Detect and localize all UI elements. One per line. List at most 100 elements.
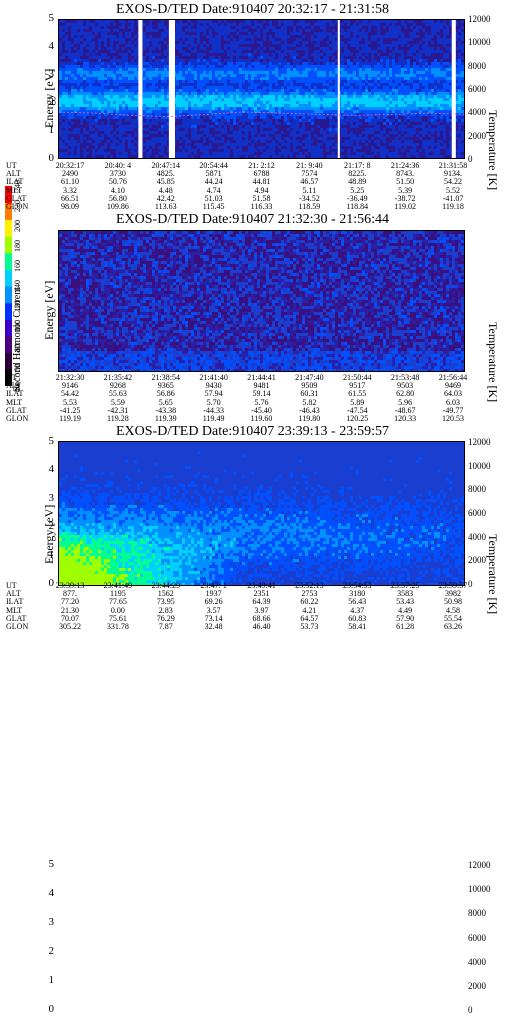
spectrogram-cell — [71, 23, 74, 26]
spectrogram-cell — [233, 95, 236, 98]
spectrogram-cell — [125, 125, 128, 128]
spectrogram-cell — [191, 56, 194, 59]
spectrogram-cell — [164, 125, 167, 128]
spectrogram-cell — [203, 116, 206, 119]
spectrogram-cell — [59, 29, 62, 32]
spectrogram-cell — [107, 110, 110, 113]
spectrogram-cell — [362, 86, 365, 89]
spectrogram-cell — [203, 29, 206, 32]
spectrogram-cell — [266, 149, 269, 152]
spectrogram-cell — [86, 152, 89, 155]
spectrogram-cell — [92, 38, 95, 41]
spectrogram-cell — [368, 68, 371, 71]
spectrogram-cell — [272, 86, 275, 89]
spectrogram-cell — [311, 59, 314, 62]
spectrogram-cell — [260, 92, 263, 95]
spectrogram-cell — [194, 98, 197, 101]
spectrogram-cell — [158, 155, 161, 158]
spectrogram-cell — [200, 140, 203, 143]
spectrogram-cell — [299, 155, 302, 158]
spectrogram-cell — [248, 143, 251, 146]
spectrogram-cell — [335, 140, 338, 143]
spectrogram-cell — [188, 146, 191, 149]
spectrogram-cell — [269, 101, 272, 104]
spectrogram-cell — [71, 113, 74, 116]
spectrogram-cell — [77, 107, 80, 110]
spectrogram-cell — [353, 95, 356, 98]
spectrogram-cell — [92, 125, 95, 128]
spectrogram-cell — [227, 152, 230, 155]
spectrogram-cell — [206, 29, 209, 32]
spectrogram-cell — [191, 137, 194, 140]
spectrogram-cell — [371, 92, 374, 95]
spectrogram-cell — [104, 47, 107, 50]
spectrogram-cell — [116, 134, 119, 137]
spectrogram-cell — [110, 122, 113, 125]
spectrogram-cell — [113, 110, 116, 113]
spectrogram-cell — [122, 68, 125, 71]
spectrogram-cell — [281, 32, 284, 35]
spectrogram-cell — [299, 38, 302, 41]
spectrogram-cell — [98, 128, 101, 131]
spectrogram-cell — [287, 98, 290, 101]
spectrogram-cell — [236, 23, 239, 26]
spectrogram-cell — [362, 74, 365, 77]
spectrogram-cell — [182, 56, 185, 59]
spectrogram-cell — [77, 98, 80, 101]
spectrogram-cell — [110, 95, 113, 98]
spectrogram-cell — [227, 53, 230, 56]
spectrogram-cell — [290, 56, 293, 59]
spectrogram-cell — [68, 74, 71, 77]
spectrogram-cell — [227, 68, 230, 71]
spectrogram-cell — [341, 146, 344, 149]
spectrogram-cell — [119, 101, 122, 104]
spectrogram-cell — [257, 32, 260, 35]
spectrogram-cell — [278, 83, 281, 86]
spectrogram-cell — [308, 44, 311, 47]
spectrogram-cell — [221, 86, 224, 89]
spectrogram-cell — [287, 62, 290, 65]
spectrogram-cell — [218, 143, 221, 146]
spectrogram-cell — [239, 140, 242, 143]
spectrogram-cell — [92, 143, 95, 146]
spectrogram-cell — [239, 50, 242, 53]
spectrogram-cell — [203, 134, 206, 137]
spectrogram-cell — [146, 143, 149, 146]
spectrogram-cell — [197, 47, 200, 50]
spectrogram-cell — [335, 122, 338, 125]
spectrogram-cell — [326, 71, 329, 74]
spectrogram-cell — [203, 44, 206, 47]
spectrogram-cell — [182, 32, 185, 35]
spectrogram-cell — [149, 149, 152, 152]
spectrogram-cell — [95, 80, 98, 83]
spectrogram-cell — [245, 50, 248, 53]
spectrogram-cell — [299, 92, 302, 95]
spectrogram-cell — [80, 119, 83, 122]
spectrogram-cell — [254, 44, 257, 47]
spectrogram-cell — [188, 152, 191, 155]
spectrogram-cell — [332, 116, 335, 119]
spectrogram-cell — [221, 35, 224, 38]
spectrogram-cell — [209, 38, 212, 41]
spectrogram-cell — [242, 71, 245, 74]
spectrogram-cell — [209, 119, 212, 122]
spectrogram-cell — [227, 56, 230, 59]
spectrogram-cell — [134, 41, 137, 44]
spectrogram-cell — [200, 95, 203, 98]
spectrogram-cell — [194, 155, 197, 158]
spectrogram-panel-1: EXOS-D/TED Date:910407 20:32:17 - 21:31:… — [0, 0, 505, 212]
spectrogram-cell — [71, 35, 74, 38]
spectrogram-cell — [257, 26, 260, 29]
spectrogram-cell — [269, 26, 272, 29]
spectrogram-cell — [212, 92, 215, 95]
spectrogram-cell — [245, 26, 248, 29]
spectrogram-cell — [329, 155, 332, 158]
spectrogram-cell — [152, 56, 155, 59]
spectrogram-cell — [371, 89, 374, 92]
spectrogram-cell — [272, 77, 275, 80]
spectrogram-cell — [89, 143, 92, 146]
spectrogram-cell — [380, 38, 383, 41]
spectrogram-cell — [323, 53, 326, 56]
spectrogram-cell — [107, 137, 110, 140]
spectrogram-cell — [335, 146, 338, 149]
